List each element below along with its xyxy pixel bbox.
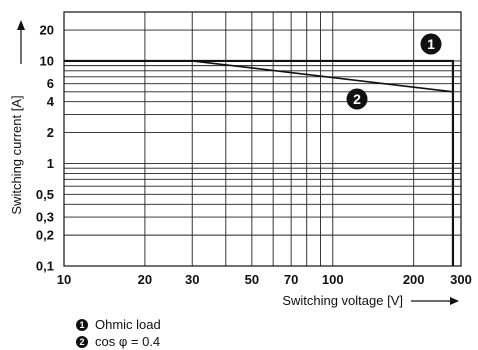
x-tick-label: 20 <box>138 272 152 287</box>
x-axis-arrow-head <box>450 297 459 305</box>
legend-marker-2: 2 <box>76 335 88 348</box>
grid <box>63 12 462 267</box>
series-marker-1-label: 1 <box>427 36 435 52</box>
legend-item-ohmic-load: 1 Ohmic load <box>76 316 161 333</box>
x-tick-label: 100 <box>322 272 344 287</box>
y-axis-label: Switching current [A] <box>9 95 24 214</box>
y-tick-label: 0,5 <box>36 187 54 202</box>
y-tick-label: 20 <box>40 23 54 38</box>
series-marker-2-label: 2 <box>353 91 361 107</box>
legend: 1 Ohmic load 2 cos φ = 0.4 <box>76 316 161 350</box>
y-tick-label: 6 <box>47 76 54 91</box>
x-tick-label: 10 <box>57 272 71 287</box>
y-tick-label: 0,1 <box>36 259 54 274</box>
y-tick-label: 1 <box>47 156 54 171</box>
y-tick-label: 2 <box>47 125 54 140</box>
y-tick-label: 4 <box>47 94 55 109</box>
x-axis-label: Switching voltage [V] <box>282 293 403 308</box>
series-layer <box>64 59 455 266</box>
x-tick-label: 50 <box>245 272 259 287</box>
x-tick-label: 200 <box>403 272 425 287</box>
legend-label-cos-phi: cos φ = 0.4 <box>95 334 161 349</box>
y-tick-label: 10 <box>40 53 54 68</box>
series-marker-2-circle <box>346 88 368 110</box>
legend-marker-1: 1 <box>76 318 88 331</box>
plot-frame <box>63 11 462 267</box>
series-line-2 <box>192 60 454 93</box>
x-tick-label: 30 <box>185 272 199 287</box>
y-tick-label: 0,3 <box>36 210 54 225</box>
series-markers: 12 <box>346 33 442 110</box>
legend-label-ohmic-load: Ohmic load <box>95 317 161 332</box>
legend-item-cos-phi: 2 cos φ = 0.4 <box>76 333 161 350</box>
series-marker-1-circle <box>420 33 442 55</box>
x-tick-label: 300 <box>450 272 472 287</box>
y-axis-arrow-head <box>17 20 25 30</box>
y-tick-label: 0,2 <box>36 228 54 243</box>
x-tick-label: 70 <box>284 272 298 287</box>
